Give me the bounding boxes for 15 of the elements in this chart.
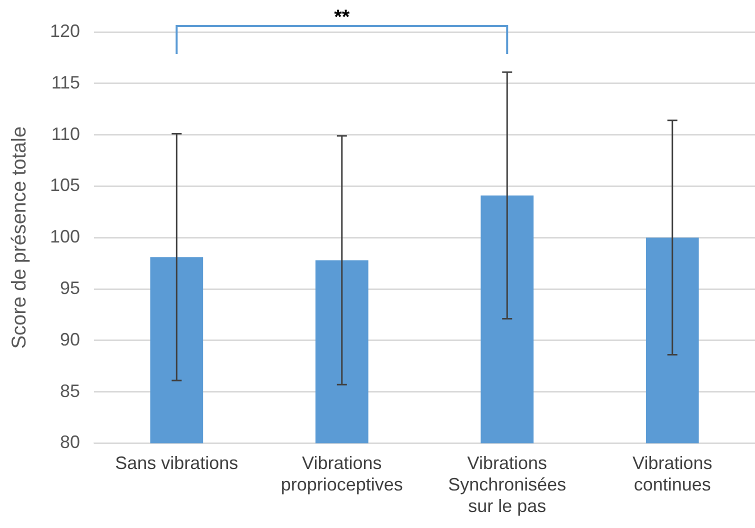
y-tick-label: 115 <box>51 72 80 92</box>
x-tick-label: Vibrations Synchronisées sur le pas <box>448 452 566 516</box>
text: ** <box>334 6 350 29</box>
y-tick-label: 95 <box>60 278 80 298</box>
y-tick-label: 90 <box>60 329 80 350</box>
y-tick-label: 120 <box>50 20 80 41</box>
x-tick-label: Sans vibrations <box>115 452 238 473</box>
y-axis-title: Score de présence totale <box>8 126 31 349</box>
x-tick-label: Vibrations continues <box>632 452 712 495</box>
y-tick-label: 105 <box>50 175 80 196</box>
y-tick-label: 85 <box>60 380 80 401</box>
y-tick-label: 80 <box>60 432 80 452</box>
x-tick-label: Vibrations proprioceptives <box>280 452 403 495</box>
y-tick-label: 100 <box>50 226 80 247</box>
y-tick-label: 110 <box>51 124 80 144</box>
